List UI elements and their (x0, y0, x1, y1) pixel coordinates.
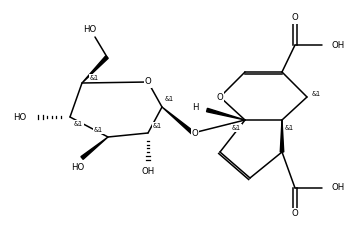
Text: HO: HO (84, 25, 97, 33)
Text: &1: &1 (90, 75, 99, 81)
Polygon shape (162, 107, 194, 134)
Polygon shape (81, 137, 108, 159)
Text: HO: HO (13, 113, 26, 121)
Text: &1: &1 (232, 125, 241, 131)
Text: OH: OH (141, 167, 155, 176)
Text: O: O (145, 77, 151, 87)
Text: O: O (216, 92, 223, 102)
Text: O: O (292, 209, 298, 219)
Text: HO: HO (71, 164, 85, 172)
Text: O: O (292, 14, 298, 22)
Text: OH: OH (332, 40, 345, 50)
Text: &1: &1 (285, 125, 294, 131)
Text: &1: &1 (153, 123, 162, 129)
Text: &1: &1 (312, 91, 321, 97)
Text: O: O (192, 128, 198, 138)
Text: &1: &1 (94, 127, 103, 133)
Text: &1: &1 (165, 96, 174, 102)
Polygon shape (207, 108, 245, 120)
Polygon shape (280, 120, 284, 152)
Text: OH: OH (332, 183, 345, 193)
Polygon shape (82, 56, 108, 83)
Text: H: H (192, 102, 199, 111)
Text: &1: &1 (74, 121, 83, 127)
